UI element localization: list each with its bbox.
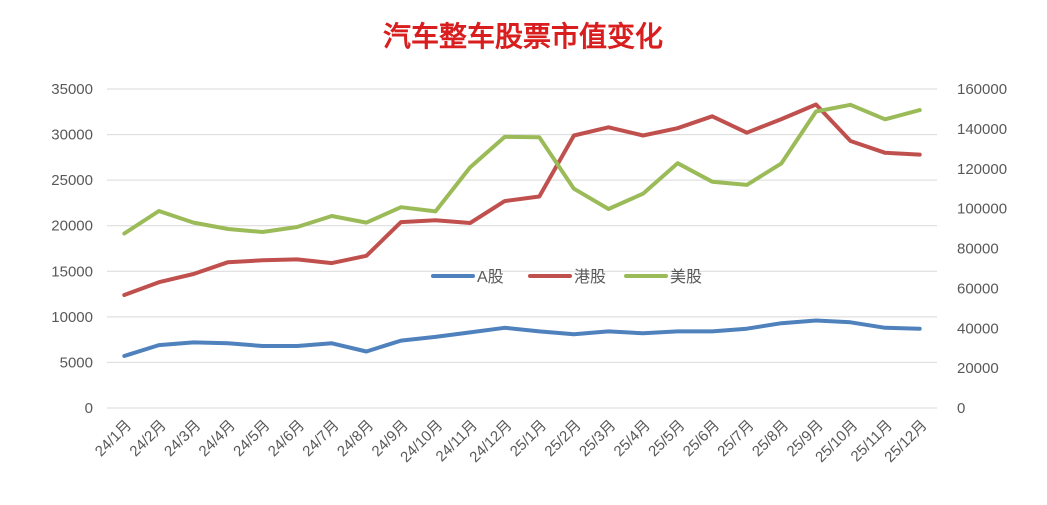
legend-label-1: 港股: [574, 268, 606, 286]
y-axis-right-labels: 0 20000 40000 60000 80000 100000 120000 140000 1…: [957, 81, 1007, 417]
x-tick-label: 24/4月: [196, 417, 239, 460]
y-right-tick-label: 140000: [957, 121, 1007, 138]
y-right-tick-label: 160000: [957, 81, 1007, 98]
series-line-2: [122, 102, 922, 236]
x-tick-label: 25/6月: [680, 417, 723, 460]
legend-label-0: A股: [477, 268, 504, 286]
grid: [107, 88, 937, 409]
x-axis-labels: 24/1月24/2月24/3月24/4月24/5月24/6月24/7月24/8月…: [92, 417, 931, 466]
y-left-tick-label: 25000: [51, 172, 93, 189]
y-right-tick-label: 0: [957, 400, 965, 417]
x-tick-label: 24/5月: [230, 417, 273, 460]
y-left-tick-label: 20000: [51, 218, 93, 235]
x-tick-label: 25/3月: [576, 417, 619, 460]
y-left-tick-label: 35000: [51, 81, 93, 98]
y-left-tick-label: 15000: [51, 263, 93, 280]
y-right-tick-label: 80000: [957, 241, 999, 258]
y-left-tick-label: 10000: [51, 309, 93, 326]
y-axis-left-labels: 0 5000 10000 15000 20000 25000 30000 35000: [51, 81, 93, 417]
y-right-tick-label: 120000: [957, 161, 1007, 178]
x-tick-label: 24/6月: [265, 417, 308, 460]
y-left-tick-label: 5000: [60, 354, 93, 371]
series-line-0: [122, 318, 922, 358]
legend-label-2: 美股: [670, 268, 702, 286]
y-right-tick-label: 20000: [957, 360, 999, 377]
series-line-1: [122, 102, 922, 297]
x-tick-label: 25/4月: [611, 417, 654, 460]
x-tick-label: 25/8月: [749, 417, 792, 460]
x-tick-label: 24/3月: [161, 417, 204, 460]
y-right-tick-label: 100000: [957, 201, 1007, 218]
y-left-tick-label: 0: [85, 400, 93, 417]
y-right-tick-label: 40000: [957, 320, 999, 337]
x-tick-label: 24/2月: [126, 417, 169, 460]
x-tick-label: 24/1月: [92, 417, 135, 460]
y-right-tick-label: 60000: [957, 280, 999, 297]
y-left-tick-label: 30000: [51, 127, 93, 144]
legend: A股 港股 美股: [431, 268, 702, 286]
x-tick-label: 25/5月: [645, 417, 688, 460]
x-tick-label: 24/7月: [299, 417, 342, 460]
x-tick-label: 25/2月: [541, 417, 584, 460]
chart-title: 汽车整车股票市值变化: [383, 20, 663, 53]
x-tick-label: 25/1月: [507, 417, 550, 460]
series-lines: [122, 102, 922, 358]
x-tick-label: 25/7月: [714, 417, 757, 460]
x-tick-label: 24/8月: [334, 417, 377, 460]
